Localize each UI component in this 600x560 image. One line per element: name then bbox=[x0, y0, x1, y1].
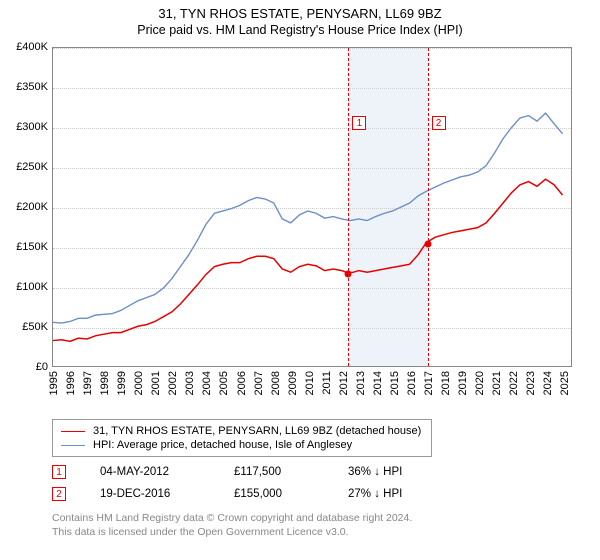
sale-row: 1 04-MAY-2012 £117,500 36% ↓ HPI bbox=[52, 465, 588, 479]
y-axis-label: £50K bbox=[12, 321, 48, 333]
sale-dot bbox=[424, 241, 431, 248]
x-axis-label: 2019 bbox=[457, 371, 469, 395]
y-axis-label: £200K bbox=[12, 201, 48, 213]
x-axis-label: 2008 bbox=[270, 371, 282, 395]
footer-line: This data is licensed under the Open Gov… bbox=[52, 525, 588, 539]
x-axis-label: 2001 bbox=[150, 371, 162, 395]
y-axis-label: £350K bbox=[12, 81, 48, 93]
x-axis-label: 1998 bbox=[99, 371, 111, 395]
sale-marker: 1 bbox=[52, 465, 66, 479]
x-axis-label: 2003 bbox=[184, 371, 196, 395]
x-axis-label: 2013 bbox=[355, 371, 367, 395]
sale-diff-hpi: 36% ↓ HPI bbox=[348, 466, 402, 478]
legend-swatch-hpi bbox=[61, 445, 85, 446]
x-axis-label: 2004 bbox=[201, 371, 213, 395]
legend-item-hpi: HPI: Average price, detached house, Isle… bbox=[61, 438, 423, 452]
x-axis-label: 2017 bbox=[423, 371, 435, 395]
x-axis-label: 2009 bbox=[287, 371, 299, 395]
y-axis-label: £250K bbox=[12, 161, 48, 173]
legend-item-price-paid: 31, TYN RHOS ESTATE, PENYSARN, LL69 9BZ … bbox=[61, 424, 423, 438]
sale-marker: 2 bbox=[52, 487, 66, 501]
x-axis-label: 2024 bbox=[542, 371, 554, 395]
legend-label: 31, TYN RHOS ESTATE, PENYSARN, LL69 9BZ … bbox=[93, 425, 421, 437]
sale-price: £155,000 bbox=[234, 488, 314, 500]
data-attribution: Contains HM Land Registry data © Crown c… bbox=[52, 511, 588, 539]
sale-row: 2 19-DEC-2016 £155,000 27% ↓ HPI bbox=[52, 487, 588, 501]
footer-line: Contains HM Land Registry data © Crown c… bbox=[52, 511, 588, 525]
reference-line bbox=[428, 48, 429, 366]
reference-marker: 1 bbox=[352, 116, 366, 130]
x-axis-label: 2007 bbox=[253, 371, 265, 395]
y-axis-label: £400K bbox=[12, 41, 48, 53]
legend: 31, TYN RHOS ESTATE, PENYSARN, LL69 9BZ … bbox=[52, 419, 432, 457]
x-axis-label: 2011 bbox=[321, 371, 333, 395]
x-axis-label: 2002 bbox=[167, 371, 179, 395]
legend-label: HPI: Average price, detached house, Isle… bbox=[93, 439, 352, 451]
y-axis-label: £300K bbox=[12, 121, 48, 133]
chart-area: £0 £50K £100K £150K £200K £250K £300K £350K £400… bbox=[12, 43, 588, 413]
x-axis-label: 2012 bbox=[338, 371, 350, 395]
x-axis-label: 1996 bbox=[65, 371, 77, 395]
series-line-hpi bbox=[53, 113, 563, 323]
y-axis-label: £100K bbox=[12, 281, 48, 293]
x-axis-label: 2025 bbox=[559, 371, 571, 395]
x-axis-label: 1995 bbox=[48, 371, 60, 395]
sale-dot bbox=[345, 271, 352, 278]
reference-marker: 2 bbox=[432, 116, 446, 130]
plot-region: 12 bbox=[52, 47, 572, 367]
sale-date: 19-DEC-2016 bbox=[100, 488, 200, 500]
reference-line bbox=[348, 48, 349, 366]
x-axis-label: 2021 bbox=[491, 371, 503, 395]
legend-swatch-price-paid bbox=[61, 431, 85, 432]
x-axis-label: 1997 bbox=[82, 371, 94, 395]
y-axis-label: £150K bbox=[12, 241, 48, 253]
sale-price: £117,500 bbox=[234, 466, 314, 478]
x-axis-label: 2000 bbox=[133, 371, 145, 395]
x-axis-label: 1999 bbox=[116, 371, 128, 395]
y-axis-label: £0 bbox=[12, 361, 48, 373]
x-axis-label: 2020 bbox=[474, 371, 486, 395]
x-axis-label: 2014 bbox=[372, 371, 384, 395]
series-line-price_paid bbox=[53, 179, 563, 341]
x-axis-label: 2016 bbox=[406, 371, 418, 395]
chart-subtitle: Price paid vs. HM Land Registry's House … bbox=[12, 23, 588, 37]
x-axis-label: 2010 bbox=[304, 371, 316, 395]
x-axis-label: 2006 bbox=[236, 371, 248, 395]
sale-date: 04-MAY-2012 bbox=[100, 466, 200, 478]
x-axis-label: 2005 bbox=[218, 371, 230, 395]
x-axis-label: 2018 bbox=[440, 371, 452, 395]
x-axis-label: 2022 bbox=[508, 371, 520, 395]
chart-title: 31, TYN RHOS ESTATE, PENYSARN, LL69 9BZ bbox=[12, 6, 588, 21]
x-axis-label: 2015 bbox=[389, 371, 401, 395]
sale-diff-hpi: 27% ↓ HPI bbox=[348, 488, 402, 500]
x-axis-label: 2023 bbox=[525, 371, 537, 395]
